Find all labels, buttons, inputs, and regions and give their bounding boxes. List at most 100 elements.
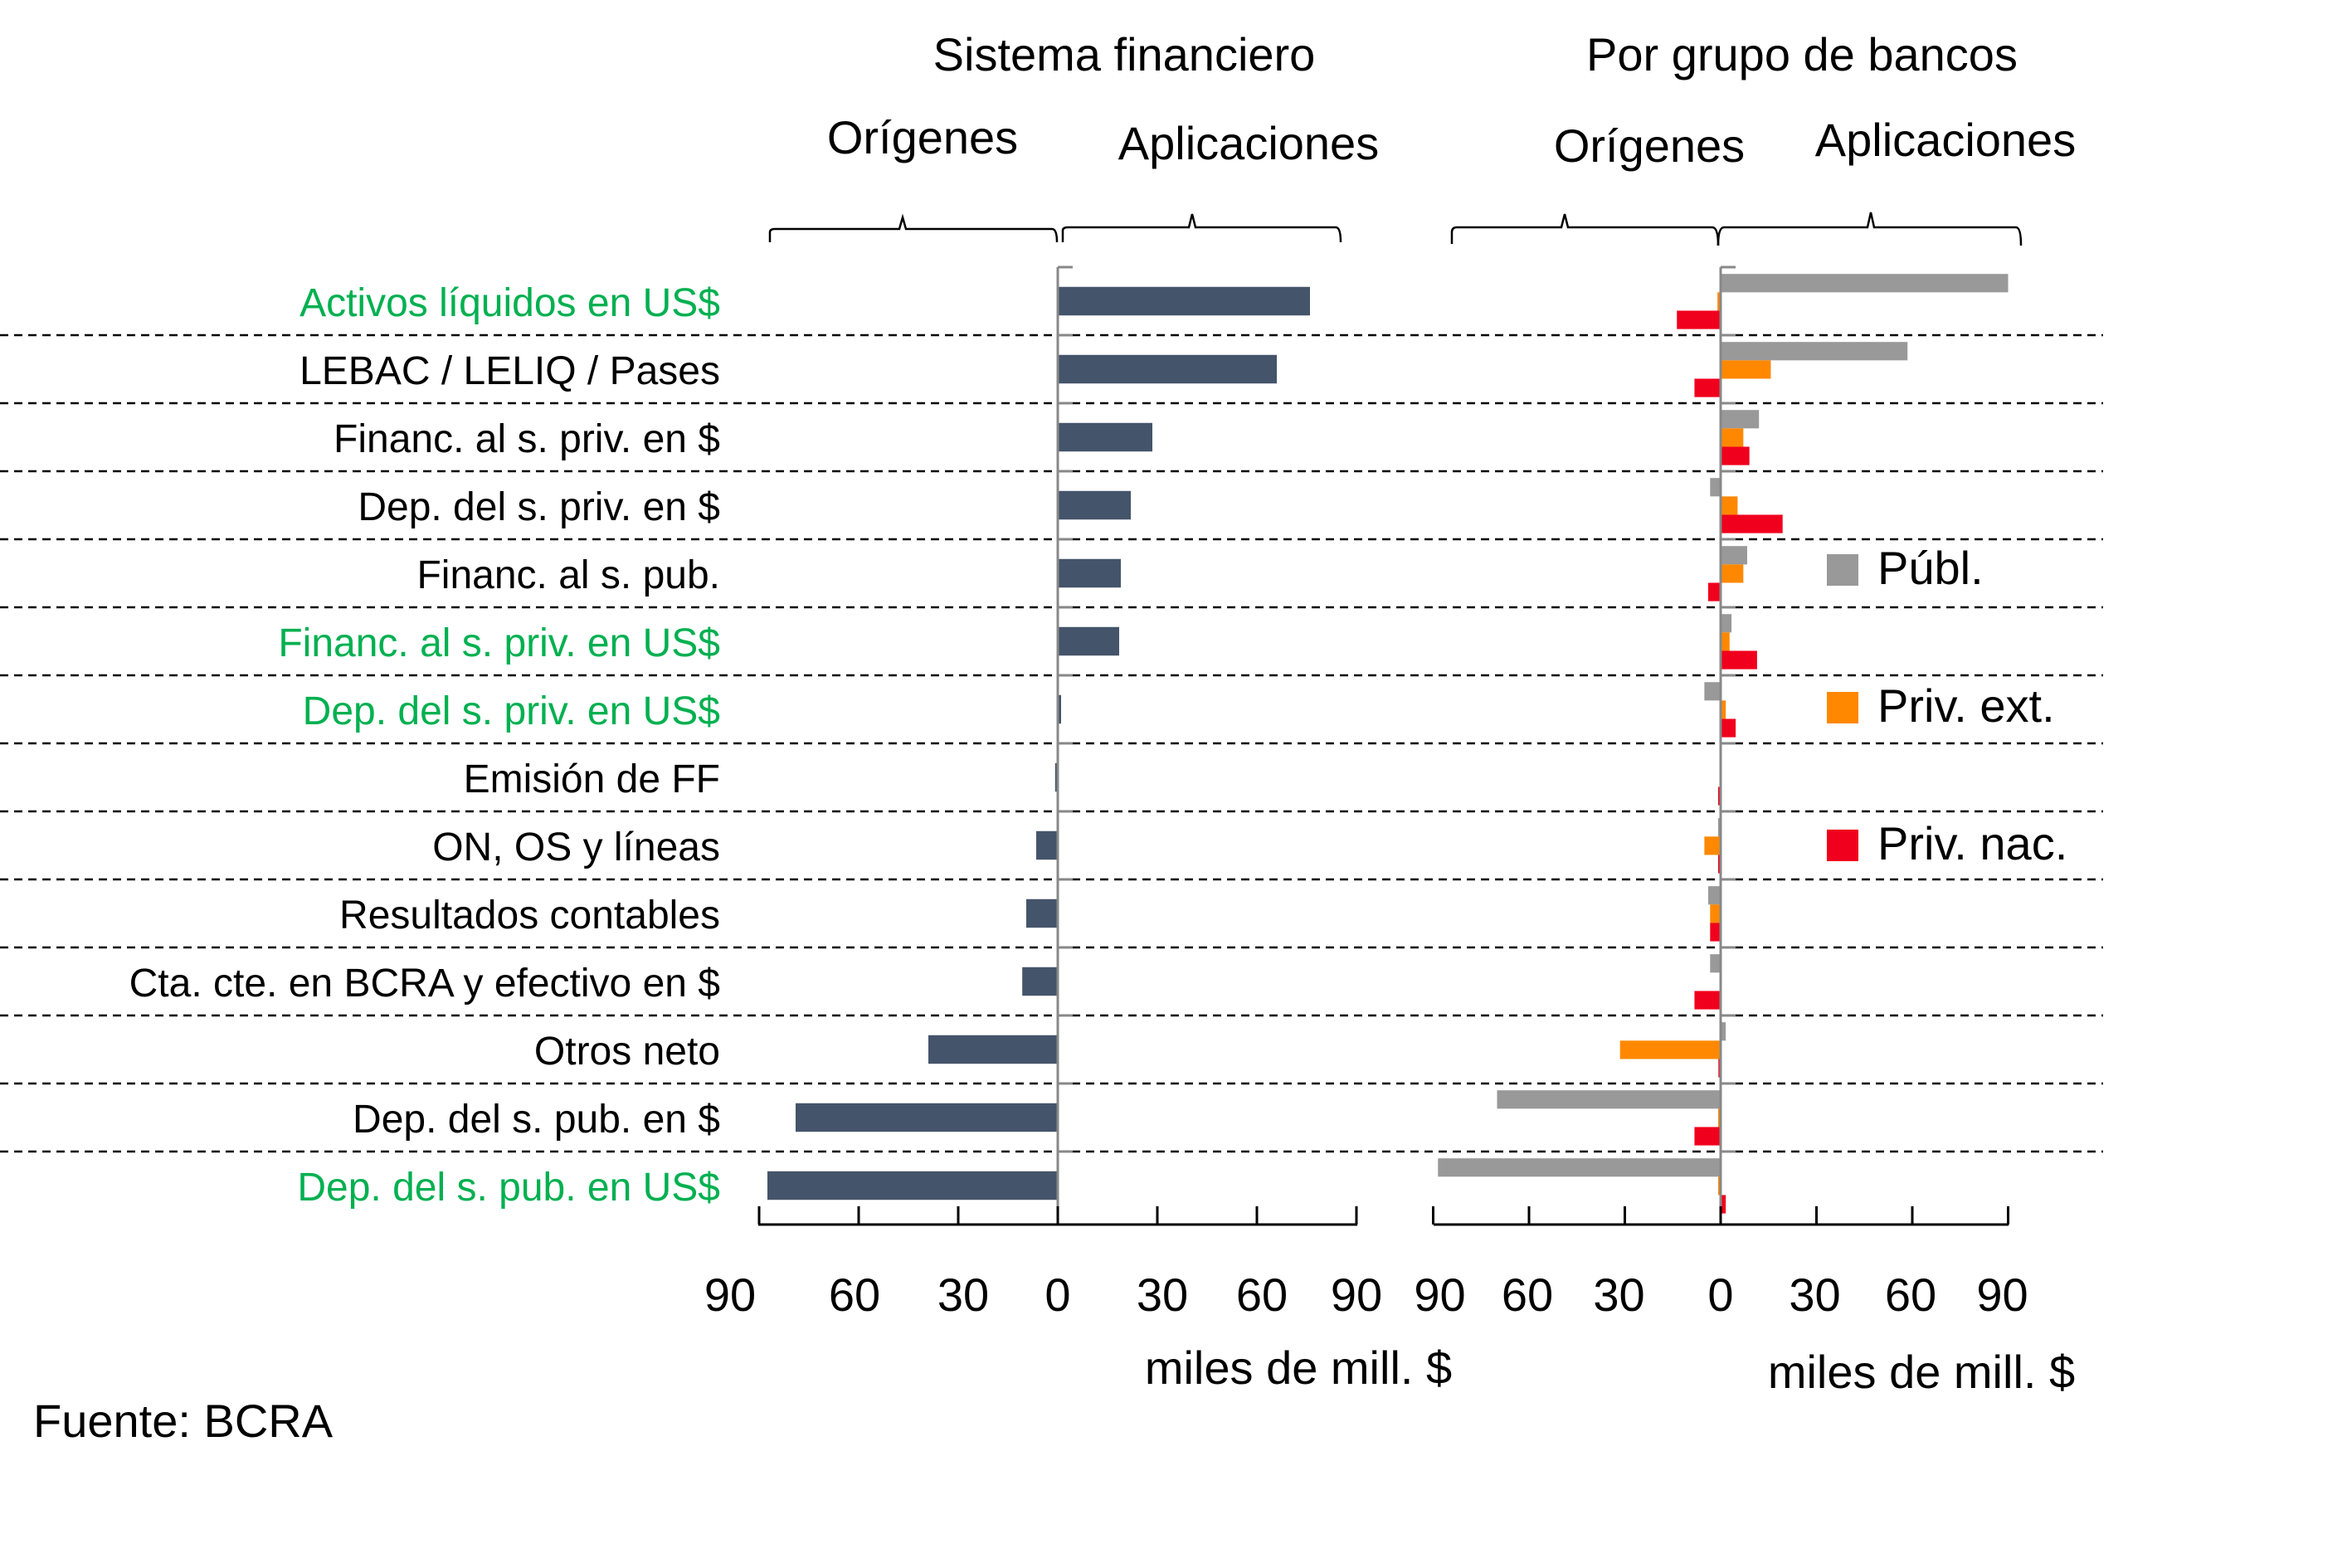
right-applications-brace xyxy=(1717,212,2023,246)
bar-priv-nac xyxy=(1717,855,1721,874)
category-label: Dep. del s. pub. en US$ xyxy=(297,1166,720,1210)
bar-p-bl xyxy=(1497,1090,1721,1109)
category-label: ON, OS y líneas xyxy=(432,825,720,869)
x-tick-label: 90 xyxy=(1976,1269,2028,1321)
left-origins-brace xyxy=(768,213,1059,243)
bar-sistema-financiero xyxy=(1058,422,1152,452)
bar-priv-ext xyxy=(1717,1176,1721,1195)
source-note: Fuente: BCRA xyxy=(33,1395,334,1447)
category-labels: Activos líquidos en US$ LEBAC / LELIQ / P… xyxy=(129,281,720,1210)
bar-p-bl xyxy=(1721,342,1908,361)
left-applications-header: Aplicaciones xyxy=(1118,117,1379,169)
bar-priv-nac xyxy=(1717,786,1721,806)
bar-sistema-financiero xyxy=(1058,286,1310,316)
bar-sistema-financiero xyxy=(767,1171,1058,1200)
bar-priv-ext xyxy=(1721,360,1771,379)
x-tick-label: 60 xyxy=(829,1269,880,1321)
x-tick-label: 30 xyxy=(1789,1269,1840,1321)
right-origins-brace xyxy=(1450,213,1720,246)
row-separators xyxy=(0,334,2103,1153)
bar-priv-nac xyxy=(1694,1127,1721,1146)
bar-priv-ext xyxy=(1721,428,1744,447)
bar-p-bl xyxy=(1721,614,1732,633)
legend-swatch-publ xyxy=(1827,554,1858,586)
bar-sistema-financiero xyxy=(1036,830,1058,860)
category-label: Activos líquidos en US$ xyxy=(299,281,720,325)
bar-priv-ext xyxy=(1721,496,1738,515)
x-tick-label: 0 xyxy=(1707,1269,1733,1321)
left-origins-header: Orígenes xyxy=(827,111,1018,163)
bar-sistema-financiero xyxy=(928,1035,1058,1064)
x-tick-label: 60 xyxy=(1236,1269,1288,1321)
category-label: Emisión de FF xyxy=(464,757,720,801)
left-applications-brace xyxy=(1061,213,1342,243)
category-label: Resultados contables xyxy=(339,894,720,937)
bar-sistema-financiero xyxy=(1058,558,1121,588)
x-tick-label: 30 xyxy=(1137,1269,1188,1321)
x-tick-label: 60 xyxy=(1502,1269,1553,1321)
bar-priv-nac xyxy=(1721,1195,1726,1214)
x-tick-label: 0 xyxy=(1045,1269,1070,1321)
bar-p-bl xyxy=(1717,818,1721,837)
legend-label-priv-nac: Priv. nac. xyxy=(1877,817,2067,869)
legend-label-priv-ext: Priv. ext. xyxy=(1877,679,2055,732)
bar-p-bl xyxy=(1721,410,1760,429)
x-tick-label: 90 xyxy=(1331,1269,1382,1321)
legend-swatch-priv-nac xyxy=(1827,830,1858,861)
category-label: Financ. al s. priv. en $ xyxy=(334,417,720,461)
x-tick-label: 90 xyxy=(704,1269,756,1321)
x-tick-label: 60 xyxy=(1885,1269,1936,1321)
bar-sistema-financiero xyxy=(1054,762,1058,792)
bar-priv-ext xyxy=(1717,292,1721,311)
bar-sistema-financiero xyxy=(1022,967,1058,996)
bar-priv-ext xyxy=(1710,904,1721,923)
bar-priv-ext xyxy=(1717,1108,1721,1127)
category-label: LEBAC / LELIQ / Pases xyxy=(299,349,720,393)
category-label: Financ. al s. priv. en US$ xyxy=(278,621,720,665)
category-label: Otros neto xyxy=(534,1030,720,1074)
bar-sistema-financiero xyxy=(1058,490,1131,520)
bar-priv-nac xyxy=(1694,378,1721,397)
bar-p-bl xyxy=(1721,546,1747,565)
bars xyxy=(767,274,2009,1214)
legend-swatch-priv-ext xyxy=(1827,692,1858,723)
right-origins-header: Orígenes xyxy=(1554,119,1745,172)
category-label: Dep. del s. priv. en $ xyxy=(358,485,720,529)
left-chart-title: Sistema financiero xyxy=(933,28,1316,80)
category-label: Cta. cte. en BCRA y efectivo en $ xyxy=(129,962,720,1006)
bar-p-bl xyxy=(1710,478,1721,497)
bar-priv-nac xyxy=(1721,650,1757,670)
bar-priv-ext xyxy=(1721,564,1744,583)
bar-p-bl xyxy=(1704,682,1721,701)
bar-sistema-financiero xyxy=(1058,354,1277,384)
bar-priv-nac xyxy=(1677,310,1721,329)
right-chart-title: Por grupo de bancos xyxy=(1586,28,2018,80)
bar-p-bl xyxy=(1710,954,1721,973)
bar-p-bl xyxy=(1721,1022,1726,1041)
bar-priv-nac xyxy=(1694,991,1721,1010)
bar-priv-nac xyxy=(1721,514,1783,533)
bar-sistema-financiero xyxy=(1026,898,1058,928)
bar-priv-ext xyxy=(1619,1040,1721,1059)
left-x-axis-label: miles de mill. $ xyxy=(1145,1342,1452,1394)
x-tick-label: 90 xyxy=(1414,1269,1465,1321)
x-tick-label: 30 xyxy=(937,1269,989,1321)
category-label: Dep. del s. priv. en US$ xyxy=(303,689,720,733)
category-label: Dep. del s. pub. en $ xyxy=(353,1098,720,1142)
bar-priv-nac xyxy=(1721,718,1736,738)
legend-label-publ: Públ. xyxy=(1877,542,1984,594)
bar-p-bl xyxy=(1707,886,1721,905)
bar-priv-ext xyxy=(1721,632,1730,651)
bar-priv-ext xyxy=(1704,836,1721,855)
axes: 90 60 30 0 30 60 90 90 60 30 0 30 60 90 xyxy=(704,265,2028,1321)
bar-sistema-financiero xyxy=(1058,626,1119,656)
bar-sistema-financiero xyxy=(1058,694,1061,724)
x-tick-label: 30 xyxy=(1593,1269,1644,1321)
bar-priv-ext xyxy=(1721,700,1726,719)
bar-priv-nac xyxy=(1721,446,1750,465)
bar-priv-nac xyxy=(1707,582,1721,601)
bar-sistema-financiero xyxy=(796,1103,1058,1132)
right-x-axis-label: miles de mill. $ xyxy=(1768,1346,2075,1398)
bar-p-bl xyxy=(1438,1158,1721,1177)
